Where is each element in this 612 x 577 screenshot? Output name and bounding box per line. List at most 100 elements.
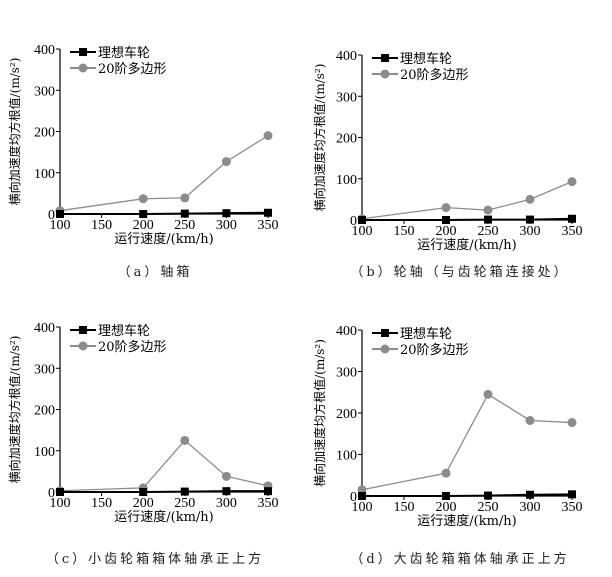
point-ideal-d	[358, 492, 366, 500]
point-ideal-b	[568, 214, 576, 223]
legend-label-a: 20阶多边形	[98, 61, 167, 77]
legend-marker-a	[78, 63, 88, 73]
legend-label-d: 理想车轮	[400, 326, 452, 342]
y-tick-label-a: 100	[34, 167, 55, 182]
point-ideal-d	[526, 490, 534, 499]
y-tick-label-a: 400	[34, 43, 55, 58]
caption-a: （a）轴箱	[117, 265, 193, 280]
y-tick-label-b: 0	[350, 214, 357, 229]
x-tick-label-d: 150	[394, 500, 415, 515]
point-polygon-d	[525, 415, 535, 425]
x-axis-title-c: 运行速度/(km/h)	[114, 509, 213, 525]
point-ideal-a	[222, 209, 231, 218]
y-axis-title-c: 横向加速度均方根值/(m/s²)	[7, 336, 22, 484]
point-polygon-c	[221, 471, 231, 481]
x-tick-label-b: 300	[520, 224, 541, 239]
series-line-a	[60, 211, 269, 215]
caption-b: （b）轮轴（与齿轮箱连接处）	[350, 265, 570, 280]
x-tick-label-a: 100	[50, 218, 71, 233]
point-ideal-c	[264, 487, 272, 496]
legend-label-c: 20阶多边形	[98, 339, 167, 355]
point-ideal-b	[484, 215, 492, 224]
x-tick-label-d: 350	[562, 500, 583, 515]
legend-label-c: 理想车轮	[98, 323, 150, 339]
point-polygon-d	[567, 418, 577, 428]
y-tick-label-d: 300	[336, 366, 357, 381]
y-tick-label-c: 100	[34, 445, 55, 460]
point-ideal-d	[568, 490, 576, 499]
y-tick-label-b: 200	[336, 132, 357, 147]
x-tick-label-a: 200	[133, 218, 154, 233]
point-ideal-d	[442, 492, 450, 500]
point-ideal-d	[484, 491, 492, 500]
point-polygon-a	[263, 131, 273, 141]
point-polygon-a	[221, 157, 231, 167]
series-line-c	[59, 439, 269, 492]
x-tick-label-d: 300	[520, 500, 541, 515]
x-tick-label-d: 100	[352, 500, 373, 515]
x-tick-label-d: 200	[436, 500, 457, 515]
point-polygon-d	[441, 468, 451, 478]
y-tick-label-d: 0	[350, 490, 357, 505]
y-tick-label-b: 300	[336, 90, 357, 105]
x-tick-label-a: 300	[216, 218, 237, 233]
x-tick-label-c: 200	[133, 496, 154, 511]
x-tick-label-b: 200	[436, 224, 457, 239]
x-axis-title-d: 运行速度/(km/h)	[417, 513, 516, 529]
point-polygon-b	[483, 205, 493, 215]
x-tick-label-a: 350	[258, 218, 279, 233]
caption-c: （c）小齿轮箱箱体轴承正上方	[45, 552, 265, 567]
series-line-c	[60, 490, 268, 493]
caption-d: （d）大齿轮箱箱体轴承正上方	[350, 552, 570, 567]
legend-marker-d	[380, 344, 390, 354]
series-line-b	[361, 181, 573, 220]
legend-marker-c	[79, 326, 87, 334]
x-tick-label-a: 250	[174, 218, 195, 233]
y-tick-label-d: 200	[336, 407, 357, 422]
point-ideal-a	[139, 210, 148, 218]
legend-marker-d	[381, 329, 389, 337]
x-tick-label-d: 250	[478, 500, 499, 515]
point-ideal-b	[526, 215, 534, 224]
x-axis-title-b: 运行速度/(km/h)	[417, 237, 516, 253]
point-ideal-c	[222, 487, 231, 496]
x-tick-label-b: 100	[352, 224, 373, 239]
legend-marker-b	[381, 54, 389, 62]
point-ideal-c	[180, 487, 189, 496]
x-tick-label-c: 150	[91, 496, 112, 511]
y-tick-label-d: 400	[336, 324, 357, 339]
point-ideal-c	[56, 488, 64, 496]
y-axis-title-a: 横向加速度均方根值/(m/s²)	[7, 58, 22, 206]
legend-marker-c	[78, 341, 88, 351]
point-ideal-c	[139, 488, 148, 496]
y-tick-label-a: 0	[48, 208, 55, 223]
y-tick-label-b: 100	[336, 173, 357, 188]
y-tick-label-c: 200	[34, 404, 55, 419]
x-tick-label-b: 250	[478, 224, 499, 239]
series-line-d	[361, 393, 573, 491]
x-tick-label-c: 300	[216, 496, 237, 511]
y-tick-label-b: 400	[336, 49, 357, 64]
x-axis-title-a: 运行速度/(km/h)	[114, 231, 213, 247]
y-tick-label-c: 400	[34, 321, 55, 336]
x-tick-label-a: 150	[91, 218, 112, 233]
point-polygon-a	[138, 194, 148, 204]
y-tick-label-a: 300	[34, 84, 55, 99]
series-line-a	[59, 135, 269, 212]
point-polygon-d	[483, 389, 493, 399]
y-tick-label-d: 100	[336, 449, 357, 464]
point-polygon-b	[567, 177, 577, 187]
x-tick-label-b: 350	[562, 224, 583, 239]
point-polygon-a	[180, 193, 190, 203]
legend-label-a: 理想车轮	[98, 45, 150, 61]
x-tick-label-c: 250	[174, 496, 195, 511]
x-tick-label-c: 350	[258, 496, 279, 511]
point-polygon-b	[441, 203, 451, 213]
point-ideal-a	[180, 209, 189, 218]
legend-label-d: 20阶多边形	[400, 342, 469, 358]
legend-label-b: 20阶多边形	[400, 67, 469, 83]
legend-label-b: 理想车轮	[400, 51, 452, 67]
point-ideal-a	[56, 210, 64, 218]
